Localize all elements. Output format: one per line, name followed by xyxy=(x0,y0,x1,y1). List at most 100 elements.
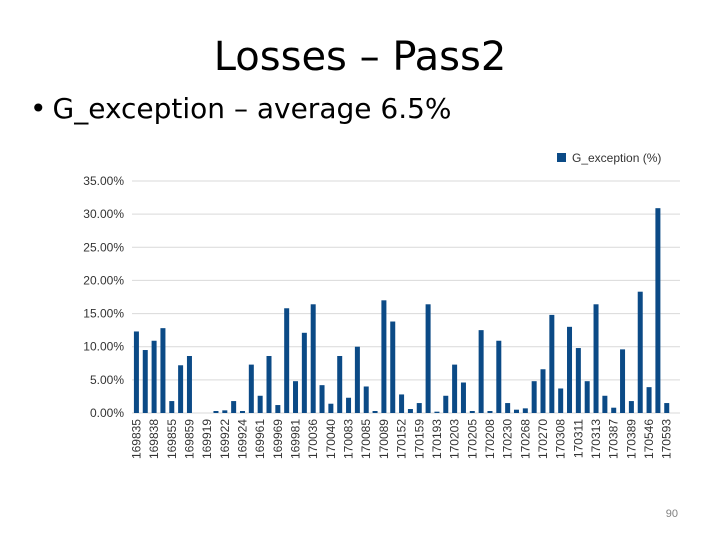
bar xyxy=(142,350,148,413)
x-tick-label: 169981 xyxy=(289,419,303,459)
x-tick-label: 170593 xyxy=(660,419,674,459)
x-tick-label: 169961 xyxy=(253,419,267,459)
bar xyxy=(549,314,555,413)
x-tick-label: 169859 xyxy=(182,419,196,459)
x-tick-label: 170036 xyxy=(306,419,320,459)
bar xyxy=(593,304,599,413)
x-tick-label: 170089 xyxy=(377,419,391,459)
bar xyxy=(319,385,325,413)
bar xyxy=(505,403,511,413)
x-tick-label: 169924 xyxy=(235,419,249,459)
bar xyxy=(434,411,440,413)
y-tick-label: 35.00% xyxy=(83,174,124,188)
x-tick-label: 170208 xyxy=(483,419,497,459)
bar xyxy=(620,349,626,413)
x-tick-label: 170270 xyxy=(536,419,550,459)
bullet-dot: • xyxy=(30,92,47,125)
x-tick-label: 170389 xyxy=(624,419,638,459)
bar xyxy=(346,397,352,413)
x-tick-label: 170203 xyxy=(448,419,462,459)
bar xyxy=(416,403,422,413)
legend-swatch xyxy=(557,153,566,162)
bar xyxy=(381,300,387,413)
bar xyxy=(160,328,166,413)
x-tick-label: 169835 xyxy=(129,419,143,459)
bar xyxy=(469,411,475,413)
bar xyxy=(363,386,369,413)
bar xyxy=(602,395,608,413)
bar xyxy=(425,304,431,413)
bar xyxy=(513,409,519,413)
x-tick-label: 170387 xyxy=(607,419,621,459)
x-tick-label: 169922 xyxy=(218,419,232,459)
y-tick-label: 30.00% xyxy=(83,207,124,221)
legend: G_exception (%) xyxy=(557,151,661,165)
bullet-text: G_exception – average 6.5% xyxy=(52,92,452,125)
bar xyxy=(169,401,175,413)
page-number: 90 xyxy=(665,508,678,520)
x-tick-label: 170083 xyxy=(342,419,356,459)
x-tick-label: 169919 xyxy=(200,419,214,459)
bar xyxy=(151,340,157,413)
bar xyxy=(575,348,581,413)
slide-title: Losses – Pass2 xyxy=(213,34,507,80)
x-tick-label: 170085 xyxy=(359,419,373,459)
bar xyxy=(293,381,299,413)
x-tick-label: 170159 xyxy=(412,419,426,459)
x-tick-label: 170193 xyxy=(430,419,444,459)
bar xyxy=(522,408,528,413)
bar xyxy=(186,355,192,413)
bar xyxy=(399,394,405,413)
bar xyxy=(628,401,634,413)
legend-label: G_exception (%) xyxy=(572,151,661,165)
x-tick-label: 170546 xyxy=(642,419,656,459)
bar xyxy=(133,331,139,413)
bar xyxy=(310,304,316,413)
y-tick-label: 5.00% xyxy=(90,373,124,387)
bar xyxy=(531,381,537,413)
x-tick-label: 170268 xyxy=(518,419,532,459)
bar xyxy=(443,395,449,413)
x-tick-label: 170152 xyxy=(395,419,409,459)
y-tick-label: 20.00% xyxy=(83,273,124,287)
bar xyxy=(266,355,272,413)
bar xyxy=(257,395,263,413)
bar xyxy=(239,411,245,413)
bar xyxy=(487,411,493,413)
y-tick-label: 15.00% xyxy=(83,307,124,321)
bar xyxy=(558,388,564,413)
bars xyxy=(133,208,670,413)
bar xyxy=(301,332,307,413)
bar xyxy=(337,355,343,413)
x-tick-label: 170230 xyxy=(501,419,515,459)
bar xyxy=(478,330,484,413)
bar xyxy=(540,369,546,413)
bar xyxy=(248,364,254,413)
x-tick-label: 169838 xyxy=(147,419,161,459)
bar xyxy=(664,403,670,413)
x-tick-label: 170311 xyxy=(571,419,585,458)
bar xyxy=(496,340,502,413)
y-tick-label: 10.00% xyxy=(83,340,124,354)
x-tick-label: 169969 xyxy=(271,419,285,459)
x-tick-label: 170313 xyxy=(589,419,603,459)
y-axis-tick-labels: 0.00% 5.00% 10.00% 15.00% 20.00% 25.00% 30.00%… xyxy=(83,174,124,420)
x-tick-label: 170205 xyxy=(465,419,479,459)
y-tick-label: 0.00% xyxy=(90,406,124,420)
bar xyxy=(611,407,617,413)
bullet-line: • G_exception – average 6.5% xyxy=(30,92,452,125)
bar xyxy=(231,401,237,413)
bar xyxy=(390,321,396,413)
bar xyxy=(567,326,573,413)
bar xyxy=(452,364,458,413)
bar xyxy=(646,387,652,413)
y-tick-label: 25.00% xyxy=(83,240,124,254)
x-tick-label: 170308 xyxy=(554,419,568,459)
bar xyxy=(372,411,378,413)
x-tick-label: 170040 xyxy=(324,419,338,459)
bar xyxy=(637,291,643,413)
bar xyxy=(284,308,290,413)
bar xyxy=(584,381,590,413)
bar xyxy=(407,409,413,413)
